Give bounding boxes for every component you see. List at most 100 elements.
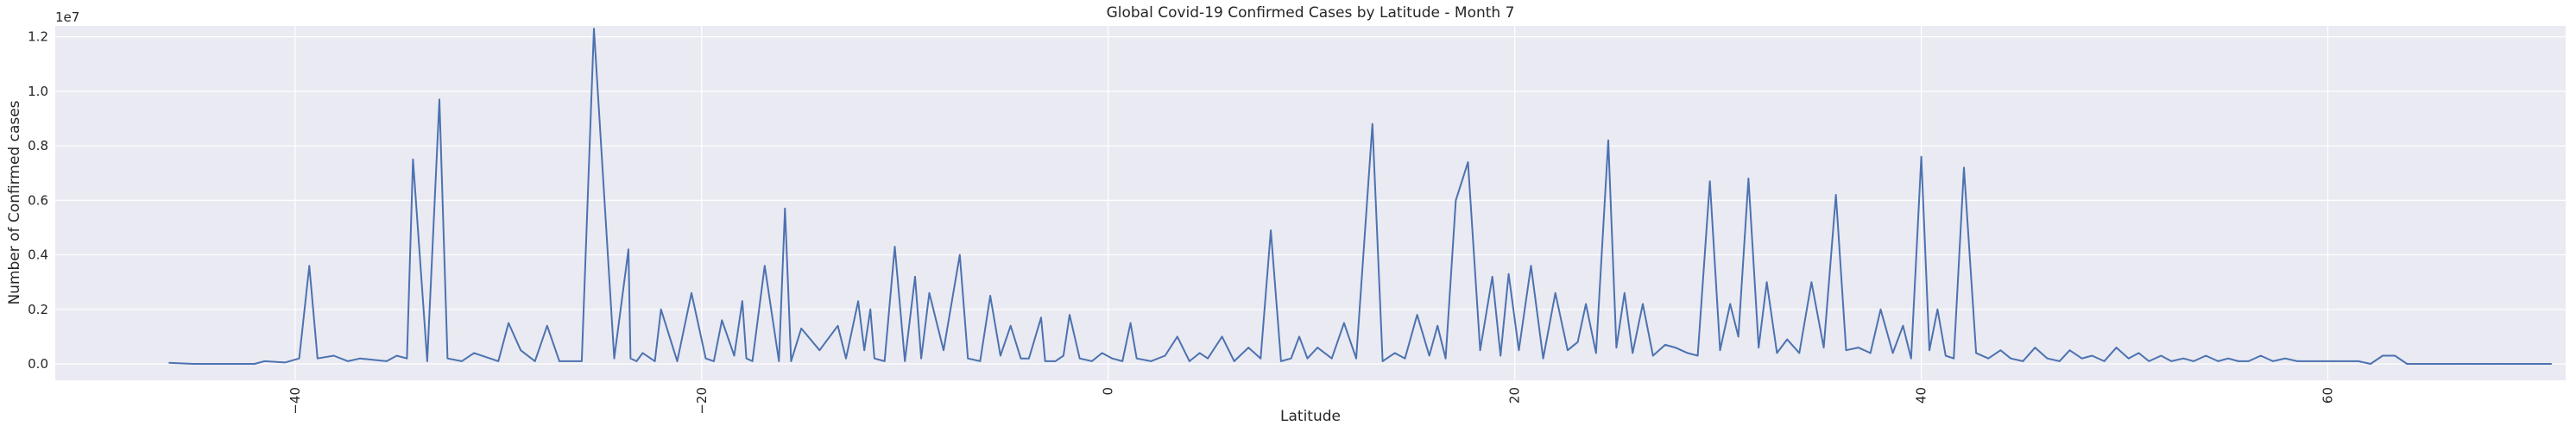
data-point (1798, 352, 1801, 354)
data-point (193, 363, 194, 365)
data-point (2260, 354, 2262, 357)
series-line (168, 28, 2552, 365)
data-point (2284, 357, 2286, 360)
data-point (1929, 349, 1930, 352)
data-point (2217, 360, 2219, 362)
data-point (2127, 357, 2130, 360)
data-point (1910, 357, 1912, 360)
data-point (1343, 322, 1345, 324)
data-point (1652, 354, 1654, 357)
data-point (1737, 335, 1739, 338)
data-point (1902, 325, 1904, 327)
data-point (1381, 360, 1384, 362)
data-point (1101, 352, 1103, 354)
gridlines (55, 26, 2566, 380)
data-point (1687, 352, 1689, 354)
data-point (1260, 357, 1262, 360)
data-point (1111, 357, 1114, 360)
data-point (2406, 363, 2409, 365)
data-point (2467, 363, 2469, 365)
data-point (2394, 354, 2396, 357)
data-point (1765, 281, 1768, 284)
data-point (1393, 352, 1396, 354)
data-point (1747, 178, 1750, 179)
data-point (508, 322, 509, 324)
data-point (1500, 354, 1501, 357)
data-point (704, 357, 707, 360)
data-point (613, 357, 616, 360)
data-point (2333, 360, 2335, 362)
data-point (2308, 360, 2311, 362)
data-point (1298, 335, 1300, 338)
data-point (1936, 309, 1939, 310)
data-point (1121, 360, 1123, 362)
data-point (1221, 335, 1223, 338)
plot-background (55, 26, 2566, 380)
data-point (520, 349, 521, 352)
data-point (1428, 354, 1430, 357)
data-point (461, 360, 463, 362)
data-point (904, 360, 906, 362)
y-offset-label: 1e7 (55, 9, 79, 25)
data-point (893, 246, 896, 247)
data-point (742, 300, 743, 303)
data-point (359, 357, 362, 360)
x-tick-label: 0 (1101, 387, 1116, 396)
data-point (1270, 229, 1272, 231)
data-point (1404, 357, 1406, 360)
data-point (874, 357, 875, 360)
data-point (1207, 357, 1209, 360)
data-point (1028, 357, 1030, 360)
data-point (1975, 352, 1977, 354)
data-point (967, 357, 969, 360)
data-point (1044, 360, 1046, 362)
data-point (1069, 314, 1070, 316)
data-point (1198, 352, 1201, 354)
data-point (818, 349, 821, 352)
data-point (2046, 357, 2049, 360)
data-point (653, 360, 656, 362)
data-point (1518, 349, 1520, 352)
data-point (2034, 347, 2036, 348)
data-point (2068, 349, 2071, 352)
data-point (1758, 347, 1759, 348)
data-point (2238, 360, 2239, 362)
data-point (2442, 363, 2445, 365)
data-point (1786, 338, 1788, 341)
data-point (628, 248, 629, 251)
data-point (1164, 354, 1166, 357)
data-point (1306, 357, 1309, 360)
data-point (1040, 316, 1042, 319)
data-point (212, 363, 215, 365)
y-tick-label: 1.0 (28, 84, 48, 99)
data-point (1491, 276, 1493, 278)
data-point (2358, 360, 2359, 362)
data-point (1624, 292, 1626, 294)
data-point (426, 360, 428, 362)
data-point (2193, 360, 2194, 362)
data-point (1642, 303, 1644, 305)
data-point (1455, 199, 1457, 202)
data-point (2512, 363, 2514, 365)
x-tick-labels: −40 −20 0 20 40 60 (287, 387, 2336, 415)
data-point (2479, 363, 2481, 365)
data-point (1615, 347, 1618, 348)
data-point (1355, 357, 1357, 360)
data-point (1708, 180, 1711, 182)
data-point (347, 360, 349, 362)
data-point (1063, 354, 1064, 357)
data-point (928, 292, 931, 294)
data-point (1479, 349, 1481, 352)
data-point (2382, 354, 2383, 357)
data-point (943, 349, 944, 352)
data-point (914, 276, 916, 278)
data-point (2148, 360, 2150, 362)
data-point (800, 328, 802, 329)
data-point (1674, 347, 1676, 348)
data-point (2022, 360, 2024, 362)
data-point (959, 254, 961, 256)
data-point (979, 360, 982, 362)
data-point (764, 265, 766, 267)
data-point (989, 295, 991, 297)
data-point (1719, 349, 1721, 352)
